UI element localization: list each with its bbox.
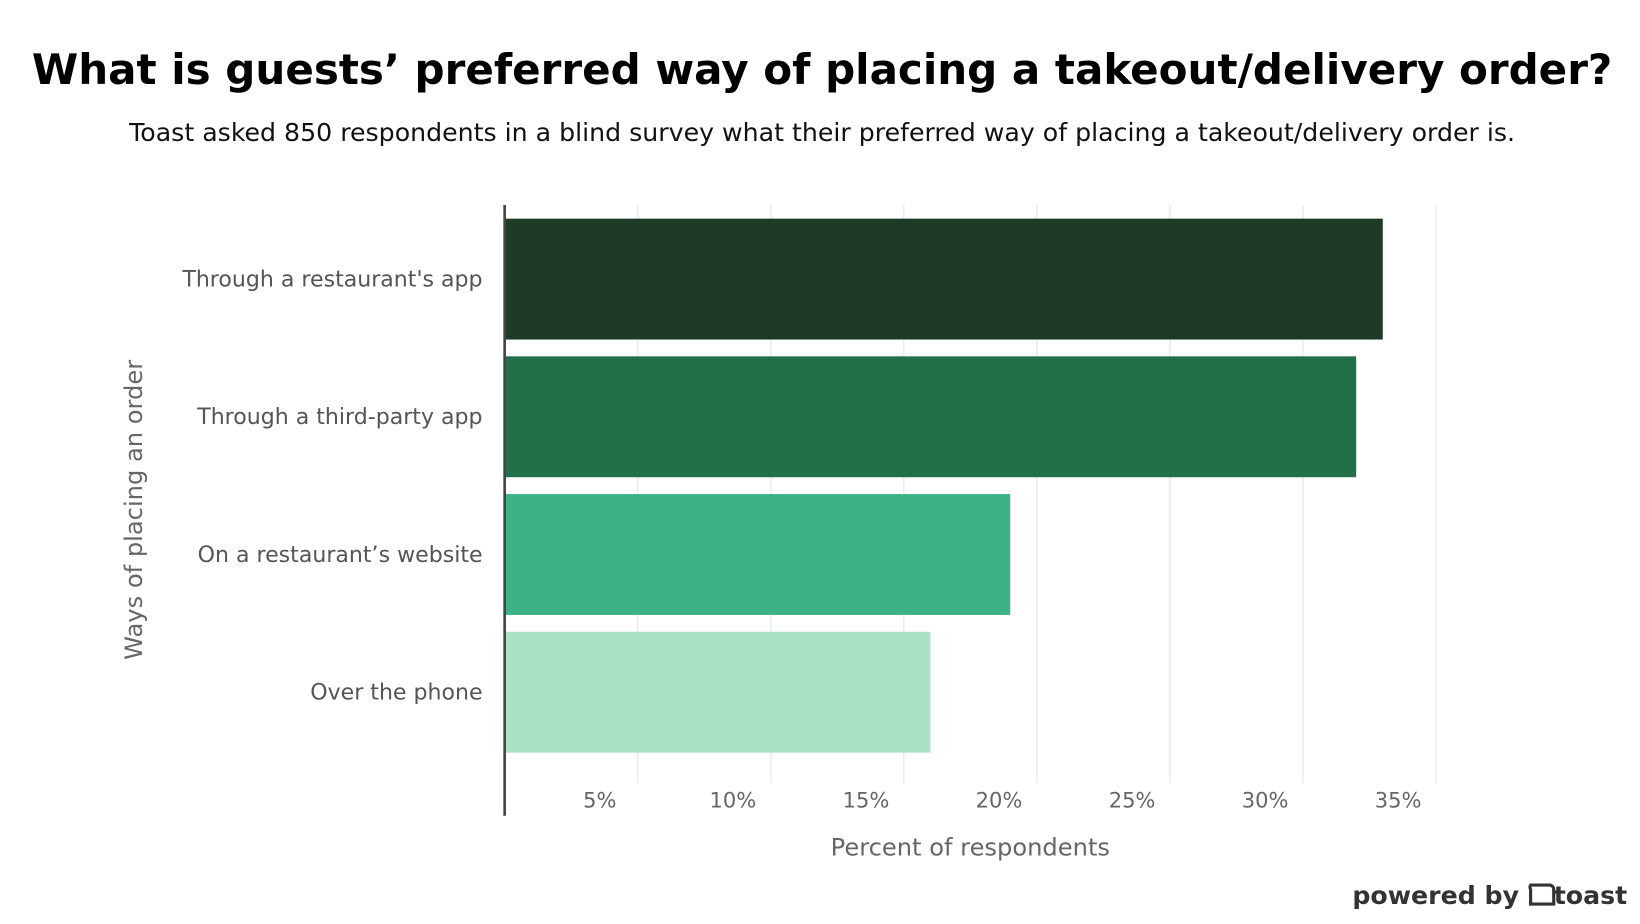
y-axis-label: Ways of placing an order	[120, 360, 148, 660]
chart-subtitle: Toast asked 850 respondents in a blind s…	[128, 118, 1515, 147]
x-tick-label: 30%	[1242, 787, 1289, 812]
bar	[504, 218, 1383, 340]
y-tick-label: On a restaurant’s website	[198, 543, 483, 568]
x-tick-label: 35%	[1375, 787, 1422, 812]
footer-brand: toast	[1554, 881, 1627, 910]
y-tick-label: Through a restaurant's app	[181, 267, 482, 292]
y-tick-label: Through a third-party app	[196, 405, 482, 430]
x-axis-label: Percent of respondents	[831, 834, 1110, 862]
x-tick-label: 20%	[976, 787, 1023, 812]
y-tick-label: Over the phone	[310, 681, 482, 706]
x-tick-label: 10%	[710, 787, 757, 812]
x-tick-label: 15%	[843, 787, 890, 812]
x-tick-label: 25%	[1109, 787, 1156, 812]
chart-title: What is guests’ preferred way of placing…	[32, 45, 1612, 94]
brand-logo	[1528, 883, 1556, 906]
footer-prefix: powered by	[1352, 881, 1519, 910]
bar	[504, 494, 1011, 615]
bar	[504, 356, 1357, 478]
bar	[504, 631, 931, 753]
plot-area: 5% 10% 15% 20% 25% 30% 35% Through a restaurant…	[181, 204, 1437, 812]
x-tick-label: 5%	[583, 787, 616, 812]
